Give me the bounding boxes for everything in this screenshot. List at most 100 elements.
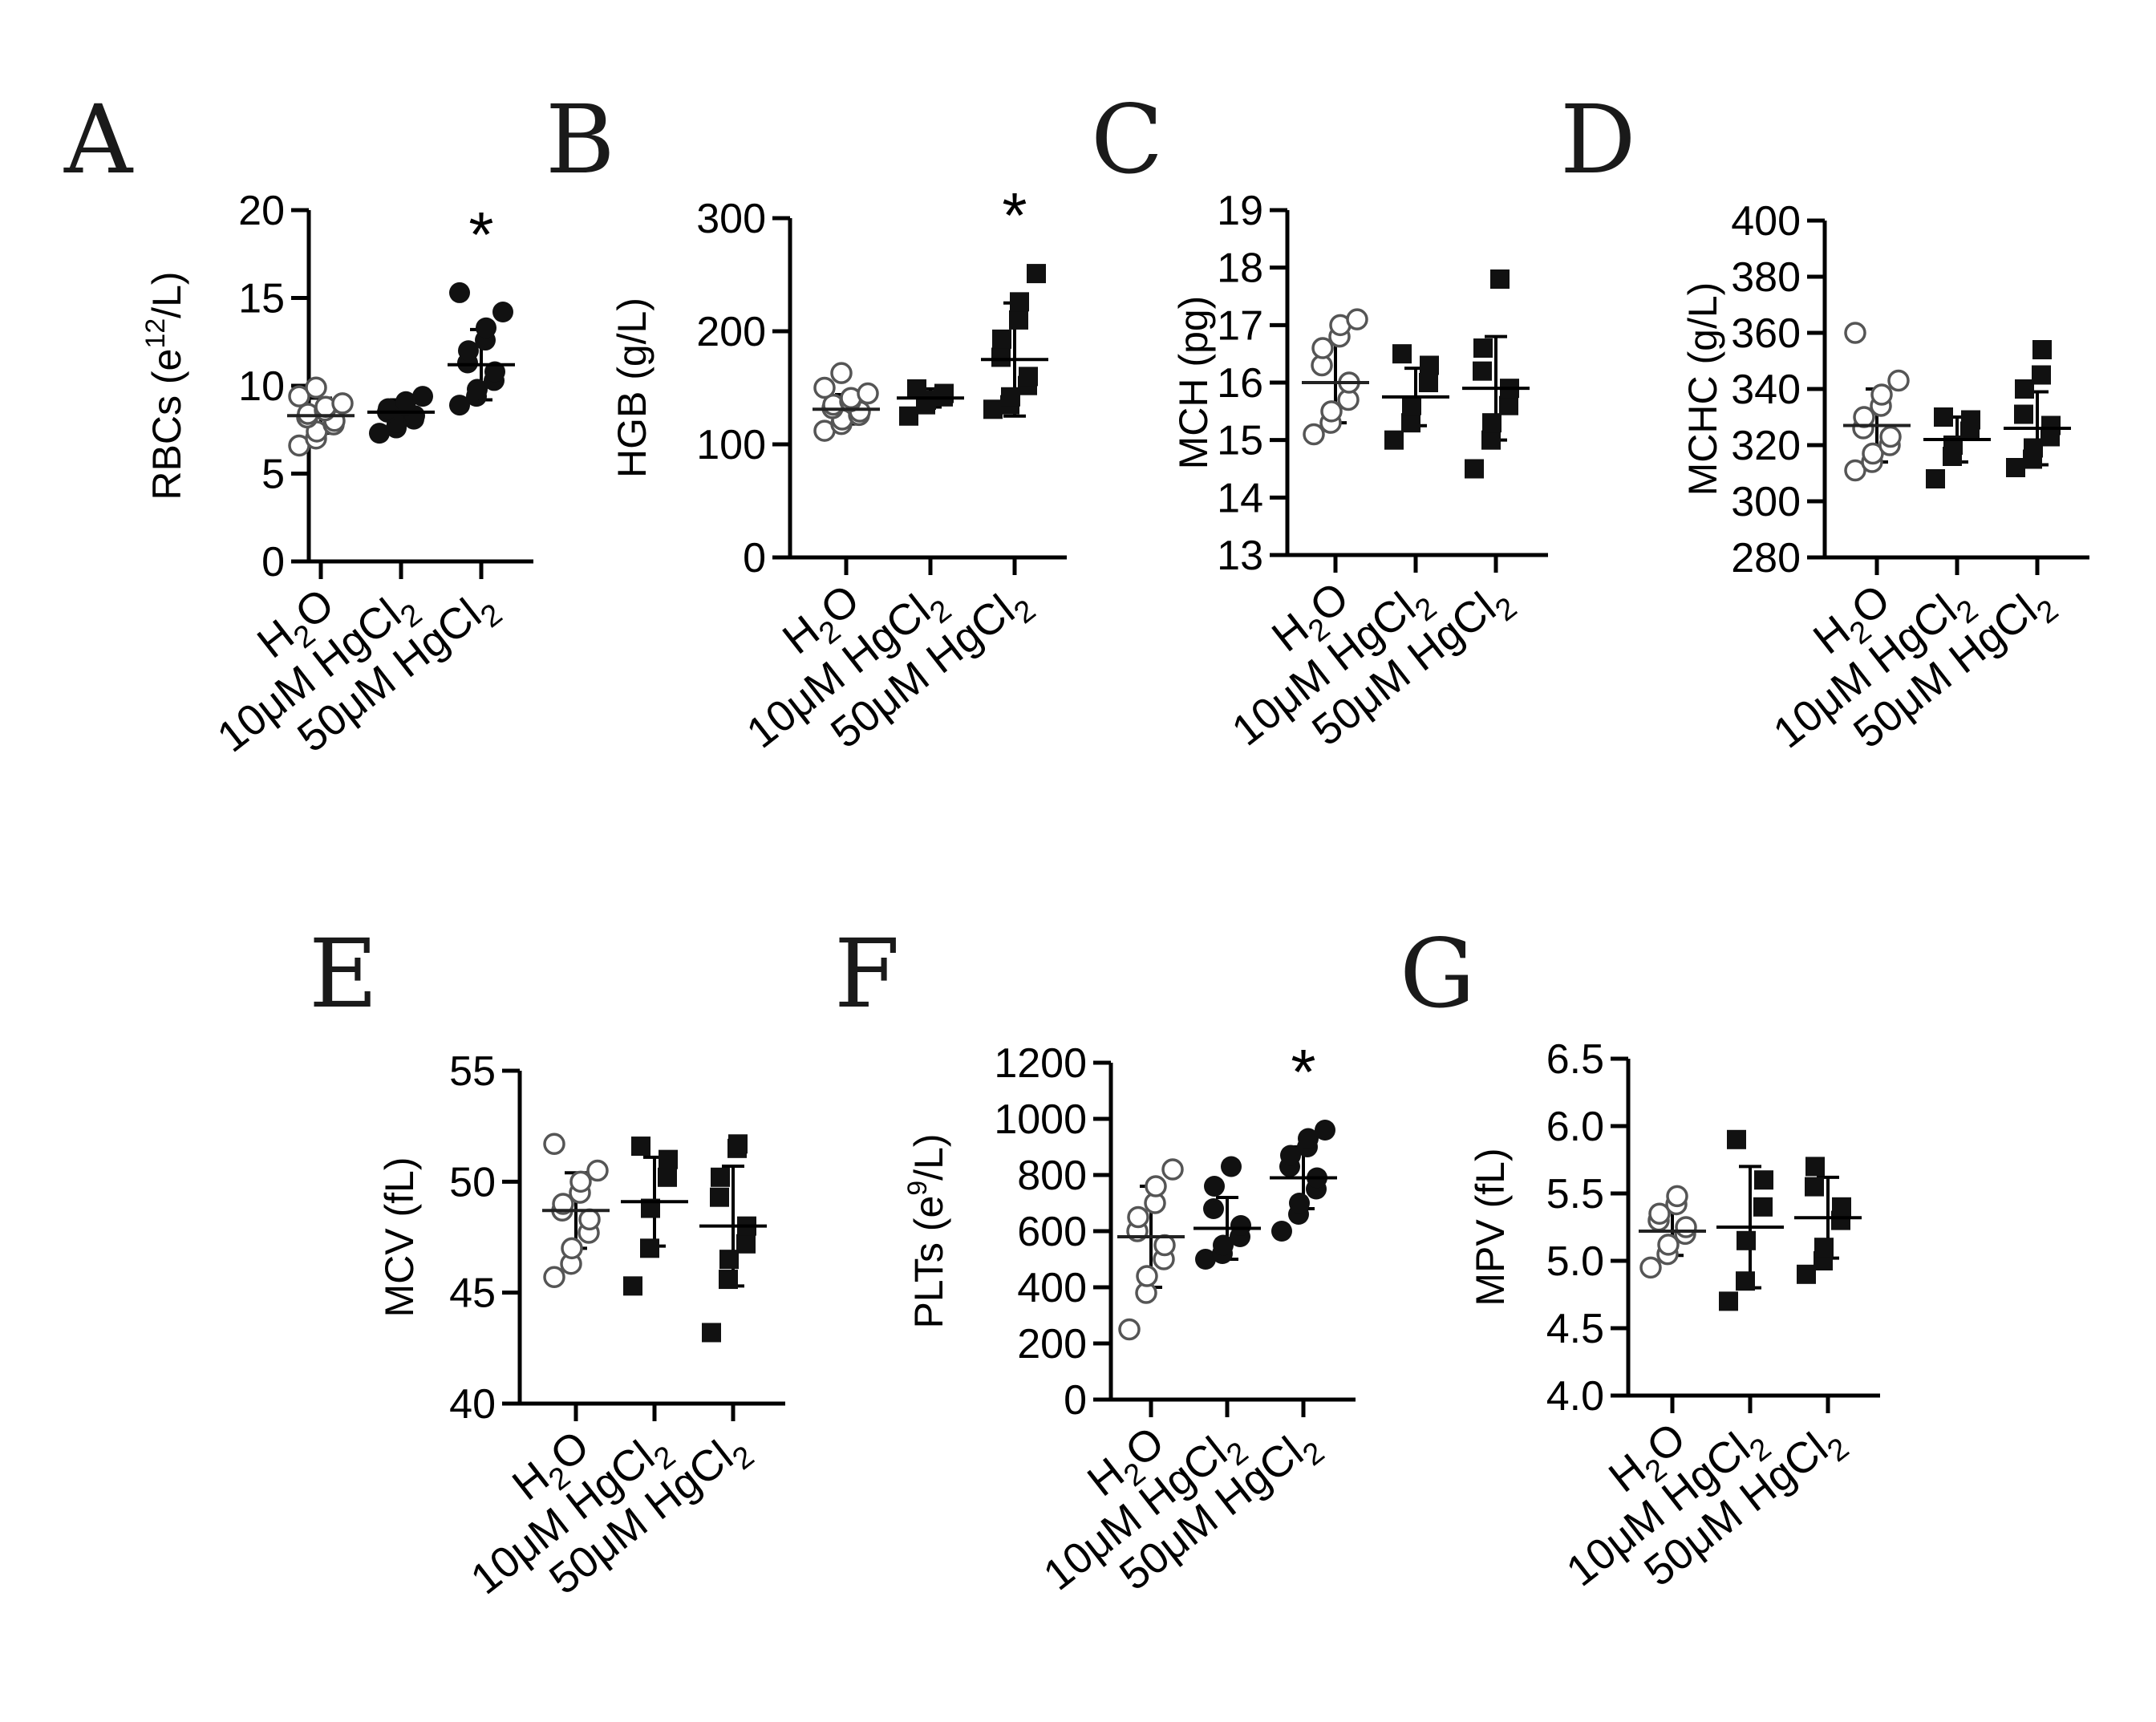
data-point	[736, 1234, 756, 1254]
data-point	[543, 1266, 565, 1289]
data-point	[1926, 469, 1945, 488]
data-point	[1311, 337, 1334, 359]
y-tick-label: 40	[449, 1381, 496, 1428]
data-point	[631, 1137, 650, 1157]
y-tick-label: 14	[1217, 475, 1263, 521]
y-axis-label: HGB (g/L)	[610, 298, 654, 478]
data-point	[659, 1149, 678, 1169]
data-point	[1862, 442, 1884, 465]
data-point	[702, 1323, 721, 1343]
data-point	[569, 1170, 592, 1193]
data-point	[288, 385, 310, 407]
y-tick-label: 13	[1217, 533, 1263, 579]
data-point	[1805, 1177, 1824, 1197]
data-point	[623, 1276, 642, 1296]
data-point	[561, 1237, 583, 1260]
data-point	[331, 392, 354, 415]
y-tick-label: 400	[1017, 1265, 1087, 1311]
data-point	[1221, 1156, 1242, 1177]
data-point	[992, 329, 1011, 349]
data-point	[1719, 1291, 1738, 1311]
y-axis-label: RBCs (e12/L)	[140, 271, 189, 500]
y-tick-label: 100	[696, 422, 766, 468]
data-point	[1419, 373, 1438, 392]
data-point	[2015, 379, 2034, 399]
panel-letter: G	[1400, 918, 1475, 1029]
y-tick-label: 320	[1731, 423, 1801, 469]
data-point	[2032, 340, 2052, 359]
data-point	[1402, 395, 1421, 415]
data-point	[1001, 387, 1020, 407]
data-point	[983, 399, 1003, 419]
data-point	[1153, 1234, 1176, 1257]
y-tick-label: 200	[1017, 1321, 1087, 1367]
data-point	[1490, 269, 1510, 289]
data-point	[1657, 1234, 1680, 1256]
data-point	[1161, 1158, 1184, 1181]
data-point	[1280, 1145, 1301, 1166]
y-tick-label: 4.0	[1546, 1373, 1604, 1420]
y-tick-label: 5.0	[1546, 1238, 1604, 1285]
y-tick-label: 5.5	[1546, 1171, 1604, 1218]
data-point	[728, 1134, 748, 1154]
data-point	[1797, 1264, 1816, 1284]
data-point	[449, 282, 470, 303]
data-point	[1392, 344, 1412, 364]
data-point	[1213, 1234, 1234, 1256]
data-point	[1853, 406, 1875, 428]
data-point	[1648, 1202, 1671, 1225]
y-tick-label: 5	[261, 452, 285, 498]
data-point	[1127, 1205, 1149, 1229]
data-point	[2032, 365, 2051, 385]
y-tick-label: 340	[1731, 367, 1801, 413]
y-tick-label: 4.5	[1546, 1306, 1604, 1352]
data-point	[1315, 1120, 1335, 1141]
data-point	[1303, 423, 1325, 446]
y-tick-label: 19	[1217, 188, 1263, 234]
y-axis-label: MCH (pg)	[1171, 296, 1216, 470]
y-tick-label: 16	[1217, 360, 1263, 407]
y-tick-label: 300	[1731, 479, 1801, 525]
y-tick-label: 20	[238, 188, 285, 234]
data-point	[640, 1238, 659, 1258]
data-point	[1420, 355, 1439, 375]
data-point	[543, 1132, 565, 1156]
y-tick-label: 200	[696, 309, 766, 355]
panel-letter: D	[1560, 84, 1636, 195]
y-axis-label: MCV (fL)	[377, 1157, 422, 1318]
data-point	[1639, 1256, 1662, 1279]
y-tick-label: 380	[1731, 254, 1801, 301]
data-point	[1473, 338, 1493, 358]
data-point	[378, 398, 399, 419]
data-point	[467, 379, 488, 400]
y-axis-label: MPV (fL)	[1468, 1148, 1513, 1306]
panel-letter: B	[545, 84, 615, 195]
data-point	[1289, 1193, 1310, 1214]
y-tick-label: 50	[449, 1159, 496, 1205]
data-point	[305, 376, 327, 399]
data-point	[1736, 1271, 1755, 1291]
y-tick-label: 15	[1217, 418, 1263, 464]
data-point	[1465, 459, 1484, 479]
data-point	[1019, 367, 1038, 387]
data-point	[1844, 322, 1866, 344]
data-point	[1118, 1318, 1141, 1341]
data-point	[1754, 1170, 1773, 1190]
y-tick-label: 400	[1731, 198, 1801, 245]
data-point	[1136, 1265, 1158, 1287]
y-tick-label: 280	[1731, 535, 1801, 581]
data-point	[1805, 1157, 1825, 1177]
data-point	[395, 391, 416, 412]
data-point	[1320, 400, 1343, 423]
data-point	[1230, 1215, 1251, 1236]
data-point	[1675, 1216, 1697, 1238]
panel-letter: F	[834, 918, 900, 1029]
data-point	[1195, 1249, 1216, 1270]
y-tick-label: 15	[238, 276, 285, 322]
